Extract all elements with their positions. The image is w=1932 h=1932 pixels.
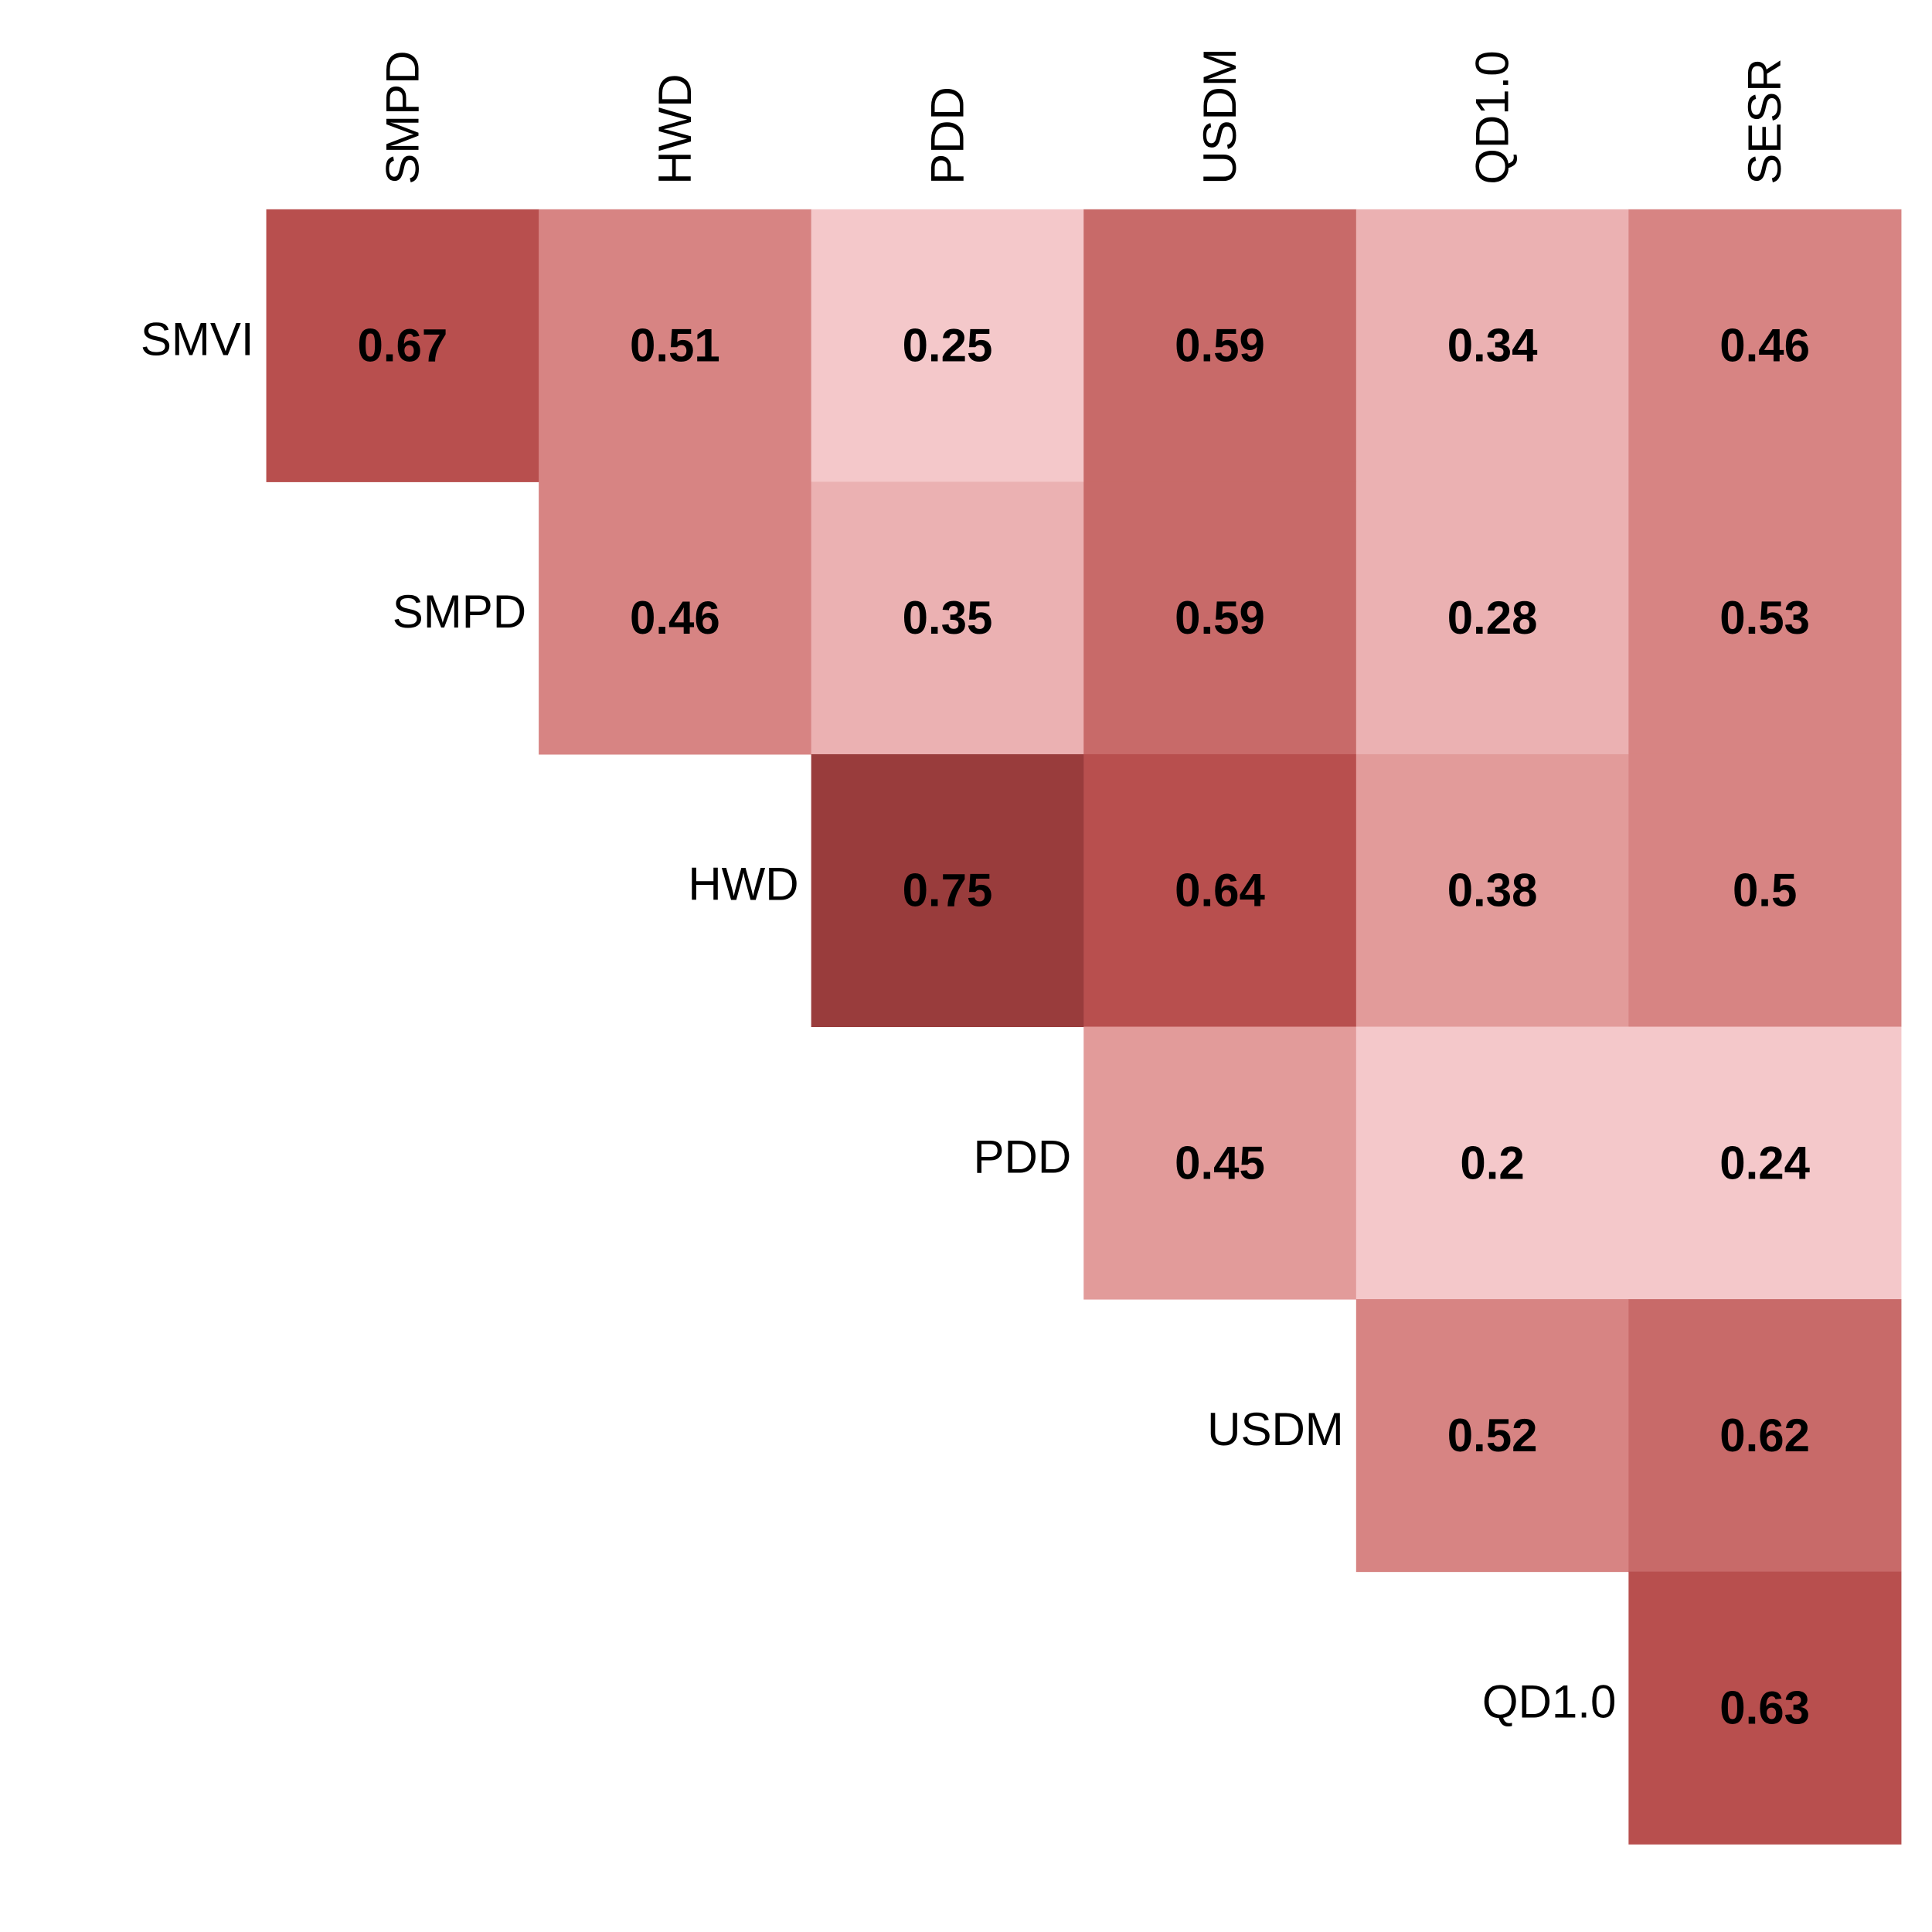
- heatmap-cell-smpd-usdm: [1083, 481, 1357, 755]
- heatmap-cell-pdd-sesr: [1628, 1026, 1902, 1300]
- row-label-smpd: SMPD: [393, 586, 526, 638]
- cell-value-label: 0.35: [903, 592, 993, 644]
- column-label-sesr: SESR: [1739, 58, 1791, 184]
- column-label-qd1-0: QD1.0: [1467, 50, 1519, 184]
- heatmap-cell-pdd-usdm: [1083, 1026, 1357, 1300]
- heatmap-cell-hwd-qd1-0: [1355, 753, 1629, 1028]
- cell-value-label: 0.28: [1447, 592, 1538, 644]
- row-label-hwd: HWD: [688, 859, 798, 910]
- row-label-usdm: USDM: [1207, 1403, 1344, 1455]
- cell-value-label: 0.75: [903, 865, 993, 917]
- heatmap-cell-smpd-hwd: [539, 481, 812, 755]
- cell-value-label: 0.51: [630, 320, 720, 372]
- cell-value-label: 0.5: [1733, 865, 1797, 917]
- cell-value-label: 0.46: [1719, 320, 1810, 372]
- cell-value-label: 0.62: [1719, 1410, 1810, 1461]
- cell-value-label: 0.25: [903, 320, 993, 372]
- cell-value-label: 0.34: [1447, 320, 1538, 372]
- heatmap-cell-smpd-pdd: [811, 481, 1084, 755]
- heatmap-cell-hwd-pdd: [811, 753, 1084, 1028]
- heatmap-cell-smvi-qd1-0: [1355, 209, 1629, 482]
- cell-value-label: 0.64: [1175, 865, 1265, 917]
- heatmap-cell-hwd-sesr: [1628, 753, 1902, 1028]
- cell-value-label: 0.59: [1175, 592, 1265, 644]
- row-label-qd1-0: QD1.0: [1482, 1675, 1616, 1727]
- row-label-pdd: PDD: [974, 1131, 1072, 1182]
- cell-value-label: 0.46: [630, 592, 720, 644]
- cell-value-label: 0.2: [1460, 1137, 1524, 1189]
- cell-value-label: 0.24: [1719, 1137, 1810, 1189]
- column-label-hwd: HWD: [649, 73, 701, 184]
- cell-value-label: 0.45: [1175, 1137, 1265, 1189]
- heatmap-cell-smvi-hwd: [539, 209, 812, 482]
- column-label-pdd: PDD: [921, 87, 973, 185]
- heatmap-cell-qd1-0-sesr: [1628, 1571, 1902, 1845]
- cell-value-label: 0.53: [1719, 592, 1810, 644]
- heatmap-cell-pdd-qd1-0: [1355, 1026, 1629, 1300]
- cell-value-label: 0.67: [357, 320, 447, 372]
- column-label-smpd: SMPD: [376, 50, 428, 184]
- cell-value-label: 0.38: [1447, 865, 1538, 917]
- row-label-smvi: SMVI: [141, 314, 254, 366]
- column-label-usdm: USDM: [1194, 48, 1246, 185]
- heatmap-cell-smvi-sesr: [1628, 209, 1902, 482]
- heatmap-cell-usdm-qd1-0: [1355, 1299, 1629, 1573]
- cell-value-label: 0.52: [1447, 1410, 1538, 1461]
- heatmap-cell-smvi-pdd: [811, 209, 1084, 482]
- heatmap-cell-smpd-qd1-0: [1355, 481, 1629, 755]
- heatmap-cell-hwd-usdm: [1083, 753, 1357, 1028]
- heatmap-cell-smvi-usdm: [1083, 209, 1357, 482]
- heatmap-cell-smvi-smpd: [266, 209, 539, 482]
- heatmap-cell-usdm-sesr: [1628, 1299, 1902, 1573]
- heatmap-cell-smpd-sesr: [1628, 481, 1902, 755]
- cell-value-label: 0.63: [1719, 1682, 1810, 1733]
- cell-value-label: 0.59: [1175, 320, 1265, 372]
